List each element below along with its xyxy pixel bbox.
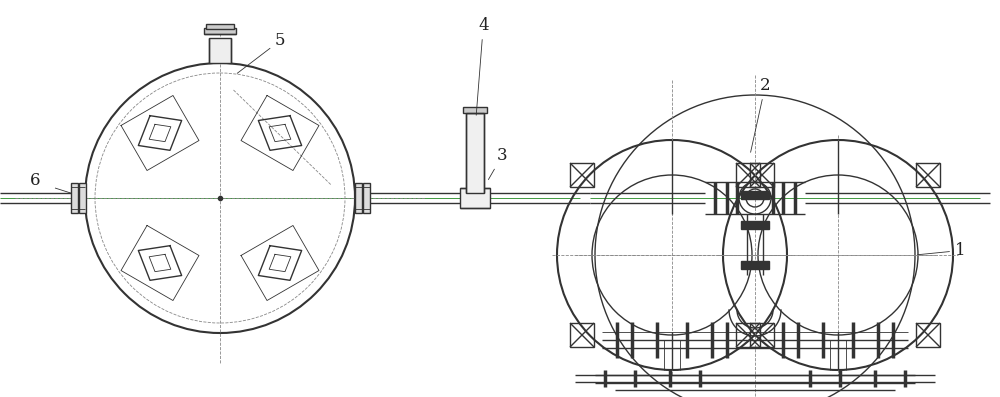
Bar [736, 323, 760, 347]
Bar [916, 323, 940, 347]
Bar [363, 183, 370, 213]
Text: 5: 5 [237, 32, 286, 73]
Bar [916, 163, 940, 187]
Bar [204, 28, 236, 34]
Bar [750, 323, 774, 347]
Text: 2: 2 [751, 77, 771, 152]
Bar [460, 188, 490, 208]
Bar [463, 107, 487, 113]
Bar [466, 113, 484, 193]
Bar [71, 183, 78, 213]
Bar [741, 261, 769, 269]
Bar [355, 183, 362, 213]
Text: 4: 4 [476, 17, 489, 115]
Bar [206, 24, 234, 29]
Bar [736, 163, 760, 187]
Bar [741, 191, 769, 199]
Bar [741, 221, 769, 229]
Bar [570, 163, 594, 187]
Bar [79, 183, 86, 213]
Bar [750, 163, 774, 187]
Text: 1: 1 [918, 242, 966, 259]
Bar [570, 323, 594, 347]
Text: 6: 6 [30, 172, 40, 189]
Text: 3: 3 [488, 147, 508, 179]
Bar [209, 38, 231, 63]
